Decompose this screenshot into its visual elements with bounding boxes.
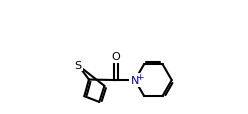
Text: +: + bbox=[136, 72, 143, 81]
Text: S: S bbox=[74, 60, 82, 70]
Text: O: O bbox=[112, 52, 120, 62]
Text: N: N bbox=[131, 75, 139, 85]
